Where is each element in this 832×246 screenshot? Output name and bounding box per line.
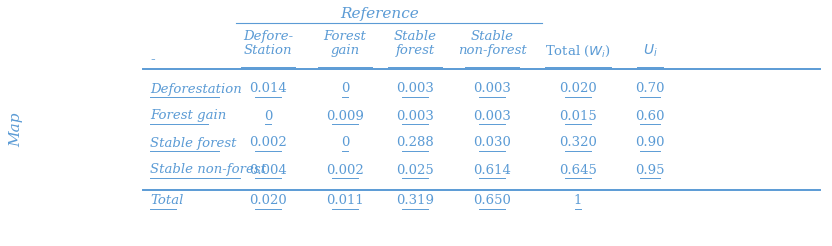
Text: $U_i$: $U_i$ <box>642 43 657 59</box>
Text: 0.003: 0.003 <box>473 109 511 123</box>
Text: Stable non-forest: Stable non-forest <box>150 164 266 176</box>
Text: 0.614: 0.614 <box>473 164 511 176</box>
Text: Map: Map <box>9 112 23 147</box>
Text: gain: gain <box>330 44 359 57</box>
Text: Deforestation: Deforestation <box>150 82 242 95</box>
Text: 0: 0 <box>341 137 349 150</box>
Text: 0.009: 0.009 <box>326 109 364 123</box>
Text: Stable: Stable <box>471 30 513 43</box>
Text: 0.020: 0.020 <box>559 82 597 95</box>
Text: Total ($W_i$): Total ($W_i$) <box>545 43 611 59</box>
Text: Reference: Reference <box>340 7 419 21</box>
Text: 0.60: 0.60 <box>636 109 665 123</box>
Text: 0.288: 0.288 <box>396 137 433 150</box>
Text: 0.003: 0.003 <box>396 82 434 95</box>
Text: 0.025: 0.025 <box>396 164 433 176</box>
Text: 0.030: 0.030 <box>473 137 511 150</box>
Text: -: - <box>150 53 155 67</box>
Text: Forest: Forest <box>324 30 366 43</box>
Text: 0.002: 0.002 <box>326 164 364 176</box>
Text: Stable: Stable <box>394 30 437 43</box>
Text: 0.003: 0.003 <box>473 82 511 95</box>
Text: 0.011: 0.011 <box>326 195 364 207</box>
Text: Stable forest: Stable forest <box>150 137 236 150</box>
Text: 1: 1 <box>574 195 582 207</box>
Text: 0.645: 0.645 <box>559 164 597 176</box>
Text: Total: Total <box>150 195 183 207</box>
Text: 0.004: 0.004 <box>249 164 287 176</box>
Text: 0: 0 <box>264 109 272 123</box>
Text: 0.95: 0.95 <box>636 164 665 176</box>
Text: Forest gain: Forest gain <box>150 109 226 123</box>
Text: 0.020: 0.020 <box>249 195 287 207</box>
Text: 0: 0 <box>341 82 349 95</box>
Text: 0.90: 0.90 <box>636 137 665 150</box>
Text: 0.319: 0.319 <box>396 195 434 207</box>
Text: non-forest: non-forest <box>458 44 527 57</box>
Text: 0.320: 0.320 <box>559 137 597 150</box>
Text: 0.70: 0.70 <box>636 82 665 95</box>
Text: 0.650: 0.650 <box>473 195 511 207</box>
Text: 0.014: 0.014 <box>249 82 287 95</box>
Text: forest: forest <box>395 44 434 57</box>
Text: 0.015: 0.015 <box>559 109 597 123</box>
Text: Station: Station <box>244 44 292 57</box>
Text: Defore-: Defore- <box>243 30 293 43</box>
Text: 0.002: 0.002 <box>249 137 287 150</box>
Text: 0.003: 0.003 <box>396 109 434 123</box>
